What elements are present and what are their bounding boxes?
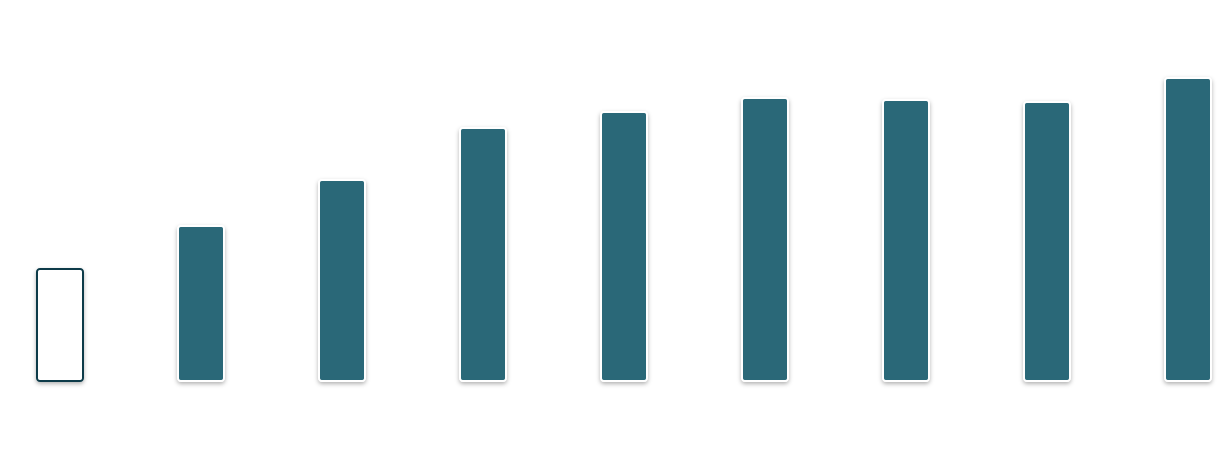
bar[interactable] [1023,101,1071,382]
bar[interactable] [1164,77,1212,382]
bar[interactable] [36,268,84,382]
bar[interactable] [882,99,930,382]
bar[interactable] [741,97,789,382]
bar[interactable] [600,111,648,382]
bar[interactable] [459,127,507,382]
bar[interactable] [177,225,225,382]
bar[interactable] [318,179,366,382]
